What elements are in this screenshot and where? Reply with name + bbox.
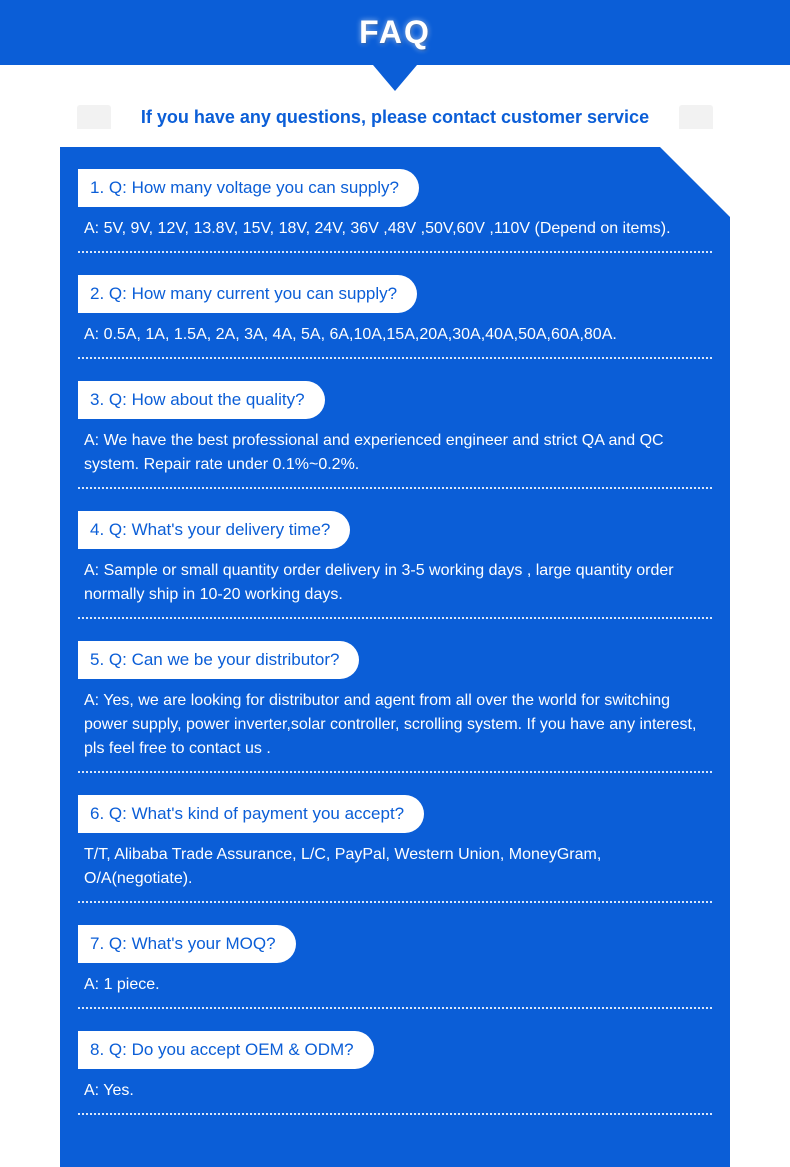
faq-answer: A: 0.5A, 1A, 1.5A, 2A, 3A, 4A, 5A, 6A,10…	[78, 321, 712, 359]
faq-question: 6. Q: What's kind of payment you accept?	[78, 795, 424, 833]
faq-answer: A: 1 piece.	[78, 971, 712, 1009]
faq-question: 4. Q: What's your delivery time?	[78, 511, 350, 549]
faq-item: 4. Q: What's your delivery time? A: Samp…	[78, 511, 712, 619]
faq-answer: A: 5V, 9V, 12V, 13.8V, 15V, 18V, 24V, 36…	[78, 215, 712, 253]
faq-question: 5. Q: Can we be your distributor?	[78, 641, 359, 679]
faq-answer: A: We have the best professional and exp…	[78, 427, 712, 489]
faq-container: 1. Q: How many voltage you can supply? A…	[60, 147, 730, 1167]
subtitle-row: If you have any questions, please contac…	[0, 91, 790, 147]
faq-answer: A: Sample or small quantity order delive…	[78, 557, 712, 619]
faq-answer: A: Yes, we are looking for distributor a…	[78, 687, 712, 773]
faq-answer: T/T, Alibaba Trade Assurance, L/C, PayPa…	[78, 841, 712, 903]
faq-item: 6. Q: What's kind of payment you accept?…	[78, 795, 712, 903]
faq-item: 7. Q: What's your MOQ? A: 1 piece.	[78, 925, 712, 1009]
faq-question: 8. Q: Do you accept OEM & ODM?	[78, 1031, 374, 1069]
faq-item: 1. Q: How many voltage you can supply? A…	[78, 169, 712, 253]
faq-question: 7. Q: What's your MOQ?	[78, 925, 296, 963]
faq-question: 2. Q: How many current you can supply?	[78, 275, 417, 313]
faq-item: 8. Q: Do you accept OEM & ODM? A: Yes.	[78, 1031, 712, 1115]
decorative-tab-left	[77, 105, 111, 129]
faq-item: 5. Q: Can we be your distributor? A: Yes…	[78, 641, 712, 773]
decorative-tab-right	[679, 105, 713, 129]
faq-question: 3. Q: How about the quality?	[78, 381, 325, 419]
faq-item: 3. Q: How about the quality? A: We have …	[78, 381, 712, 489]
pointer-triangle-icon	[373, 65, 417, 91]
header-banner: FAQ	[0, 0, 790, 65]
corner-cut-decoration	[660, 147, 730, 217]
subtitle-text: If you have any questions, please contac…	[141, 107, 649, 128]
faq-answer: A: Yes.	[78, 1077, 712, 1115]
page-title: FAQ	[359, 14, 431, 51]
faq-question: 1. Q: How many voltage you can supply?	[78, 169, 419, 207]
faq-item: 2. Q: How many current you can supply? A…	[78, 275, 712, 359]
